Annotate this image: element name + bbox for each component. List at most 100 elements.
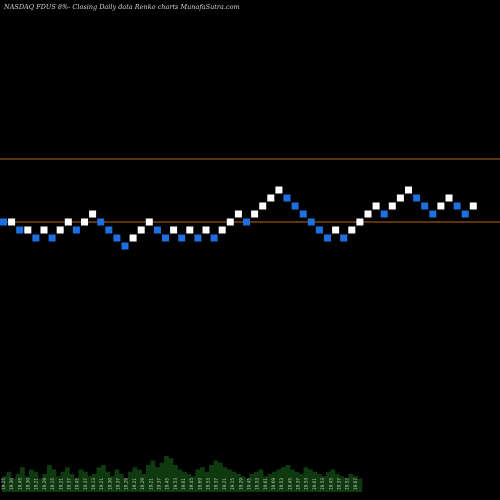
volume-bar [101, 465, 106, 492]
renko-brick [24, 226, 32, 234]
volume-label: 19.45 [75, 478, 80, 490]
volume-bar [78, 469, 84, 492]
volume-bar [150, 460, 156, 492]
volume-label: 19.53 [279, 478, 284, 490]
renko-brick [186, 226, 194, 234]
volume-bar [186, 474, 192, 492]
volume-label: 19.29 [238, 478, 243, 490]
renko-brick [81, 218, 88, 226]
volume-bar [204, 471, 210, 492]
renko-brick [170, 226, 178, 234]
volume-bar [227, 469, 232, 492]
volume-label: 19.53 [345, 478, 350, 490]
volume-bar [353, 476, 358, 492]
volume-bar [146, 465, 151, 492]
renko-brick [340, 234, 348, 242]
renko-brick [89, 210, 97, 218]
renko-brick [437, 202, 445, 210]
renko-brick [364, 210, 372, 218]
volume-bar [222, 467, 228, 492]
volume-bar [42, 474, 48, 492]
volume-label: 19.37 [83, 478, 88, 490]
renko-brick [307, 218, 315, 226]
volume-bar [159, 462, 165, 492]
volume-label: 19.37 [214, 478, 219, 490]
volume-label: 19.37 [66, 478, 71, 490]
volume-bar [182, 471, 187, 492]
renko-brick [275, 186, 283, 194]
volume-bar [132, 467, 138, 492]
volume-bar [128, 471, 133, 492]
volume-bar [11, 478, 16, 492]
volume-bar [321, 476, 327, 492]
volume-label: 19.30 [9, 478, 14, 490]
volume-bar [339, 476, 345, 492]
volume-bar [308, 469, 313, 492]
volume-bar [294, 471, 300, 492]
volume-bar [56, 476, 61, 492]
renko-brick [251, 210, 259, 218]
volume-bar [236, 474, 241, 492]
volume-bar [312, 471, 318, 492]
volume-label: 19.13 [91, 478, 96, 490]
volume-bar [141, 474, 147, 492]
volume-label: 19.45 [287, 478, 292, 490]
volume-bar [20, 467, 25, 492]
renko-brick [348, 226, 356, 234]
volume-label: 19.25 [1, 478, 6, 490]
volume-label: 19.45 [246, 478, 251, 490]
volume-bar [114, 469, 120, 492]
renko-brick [283, 194, 291, 202]
volume-label: 19.37 [336, 478, 341, 490]
volume-bar [240, 476, 246, 492]
volume-bar [83, 471, 88, 492]
volume-bar [74, 478, 79, 492]
renko-brick [356, 218, 364, 226]
renko-brick [178, 234, 186, 242]
volume-bar [6, 471, 12, 492]
volume-bar [335, 474, 340, 492]
volume-label: 19.45 [17, 478, 22, 490]
volume-bar [344, 478, 349, 492]
renko-brick [372, 202, 380, 210]
volume-label: 19.53 [173, 478, 178, 490]
volume-label: 19.29 [124, 478, 129, 490]
renko-brick [8, 218, 16, 226]
renko-brick [453, 202, 461, 210]
volume-bar [285, 465, 291, 492]
volume-bar [245, 478, 250, 492]
volume-bar [119, 474, 124, 492]
volume-label: 19.37 [116, 478, 121, 490]
volume-bar [60, 471, 66, 492]
renko-brick [121, 242, 129, 250]
volume-label: 19.30 [107, 478, 112, 490]
volume-label: 19.21 [148, 478, 153, 490]
volume-label: 19.45 [189, 478, 194, 490]
volume-label: 19.53 [304, 478, 309, 490]
volume-bar [281, 467, 286, 492]
volume-bar [96, 467, 102, 492]
renko-brick [413, 194, 421, 202]
renko-brick [64, 218, 72, 226]
volume-bar [24, 476, 30, 492]
renko-brick [56, 226, 64, 234]
volume-bar [173, 465, 178, 492]
renko-brick [113, 234, 121, 242]
volume-label: 19.30 [26, 478, 31, 490]
renko-brick [380, 210, 388, 218]
volume-bar [326, 471, 331, 492]
renko-brick [72, 226, 80, 234]
volume-bar [191, 476, 196, 492]
volume-label: 19.53 [255, 478, 260, 490]
volume-label: 19.53 [206, 478, 211, 490]
renko-brick [145, 218, 153, 226]
volume-bar [263, 476, 268, 492]
volume-label: 19.21 [58, 478, 63, 490]
volume-bar [168, 458, 174, 492]
volume-bar [38, 478, 43, 492]
volume-bar [209, 465, 214, 492]
renko-brick [194, 234, 202, 242]
volume-label: 19.15 [50, 478, 55, 490]
volume-bar [123, 478, 129, 492]
renko-brick [129, 234, 137, 242]
